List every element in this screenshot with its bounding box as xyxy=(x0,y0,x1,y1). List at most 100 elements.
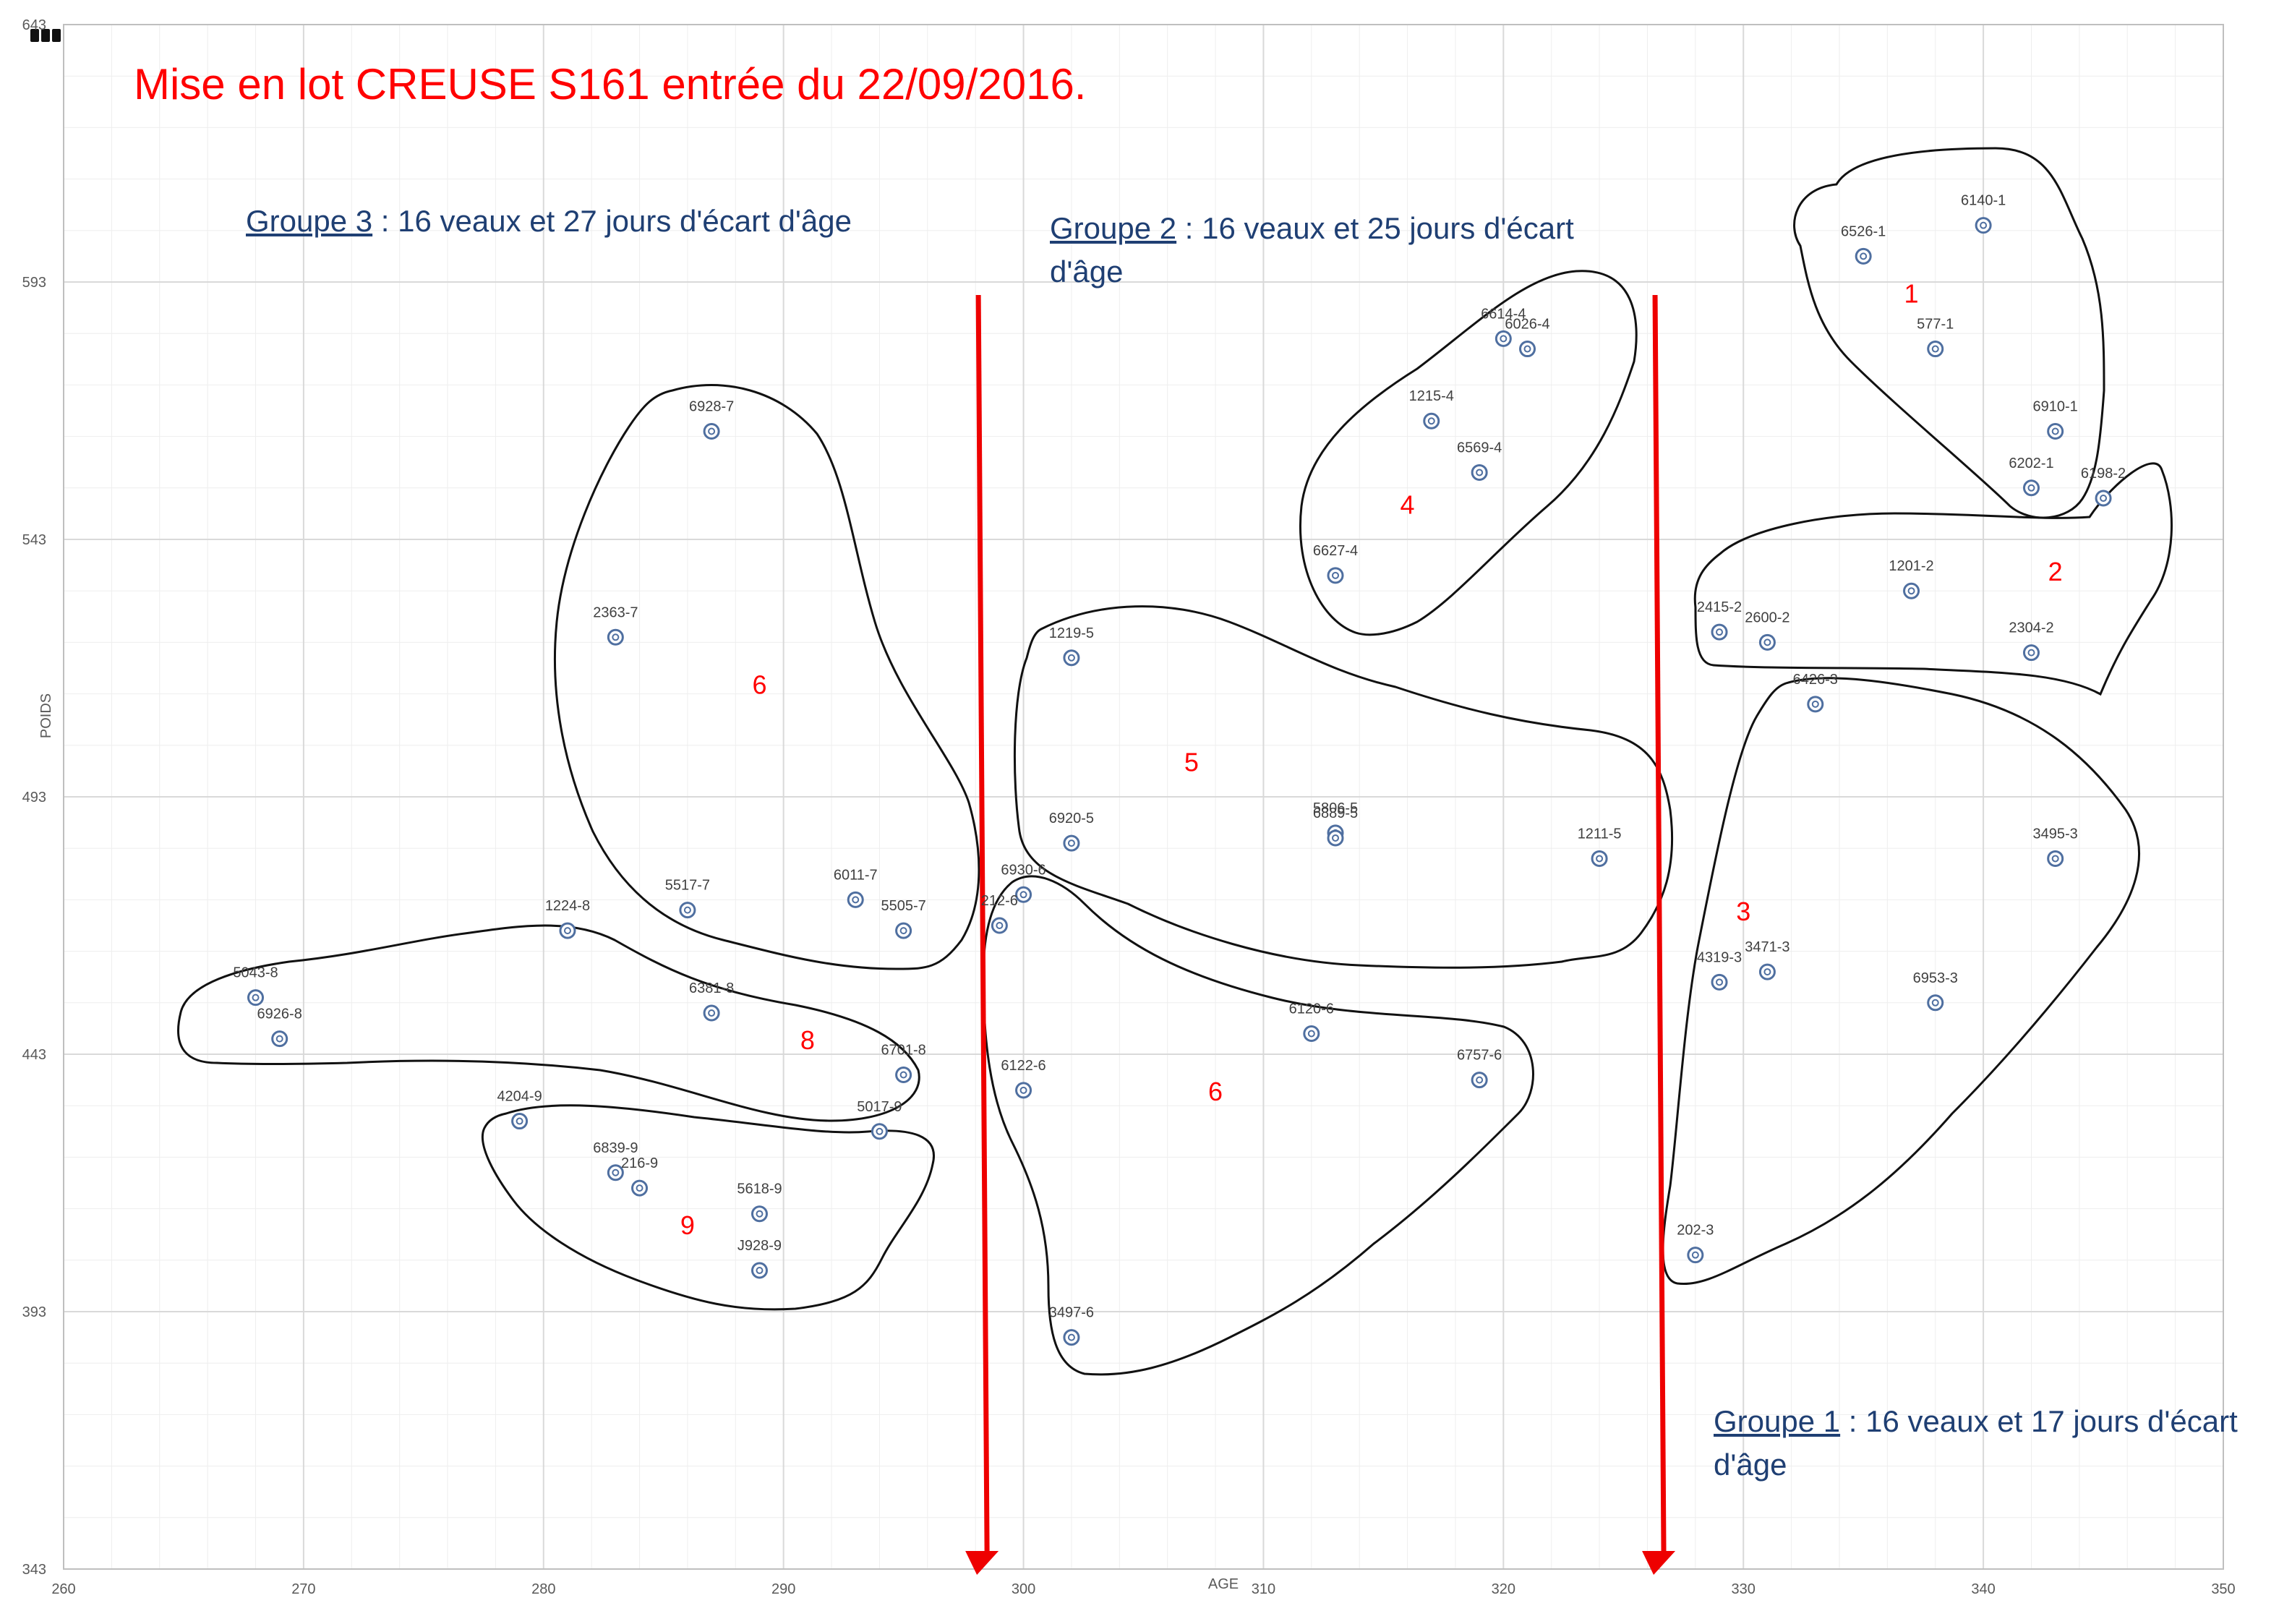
point-marker xyxy=(1591,850,1608,867)
lot-6-left-outline xyxy=(553,384,980,970)
lot-number-label: 6 xyxy=(1208,1077,1223,1106)
point-marker-inner xyxy=(1332,834,1340,842)
data-point: 6920-5 xyxy=(1049,811,1094,852)
data-point: 3471-3 xyxy=(1745,939,1790,980)
point-marker xyxy=(2022,479,2040,497)
point-marker xyxy=(895,922,912,939)
data-point: 1201-2 xyxy=(1889,558,1934,599)
point-marker-inner xyxy=(2100,495,2108,503)
point-marker-inner xyxy=(1500,335,1508,343)
point-marker-inner xyxy=(1931,345,1939,353)
grid xyxy=(63,24,2224,1570)
point-marker xyxy=(703,422,720,440)
point-label: 1201-2 xyxy=(1889,558,1933,574)
data-point: 6930-6 xyxy=(1001,862,1046,903)
group-3-text: 16 veaux et 27 jours d'écart d'âge xyxy=(398,204,852,238)
group-3-name: Groupe 3 xyxy=(246,204,373,238)
point-label: 6140-1 xyxy=(1961,193,2006,209)
point-label: 5043-8 xyxy=(233,965,278,981)
point-marker-inner xyxy=(1523,345,1531,353)
point-label: 3471-3 xyxy=(1745,939,1789,955)
point-marker-inner xyxy=(612,633,620,641)
point-marker xyxy=(1975,217,1992,234)
point-marker xyxy=(1423,412,1440,429)
point-marker-inner xyxy=(756,1210,764,1218)
x-tick-label: 320 xyxy=(1492,1581,1515,1597)
point-label: 202-3 xyxy=(1677,1223,1714,1239)
plot-area-border xyxy=(63,24,2224,1570)
arrow-head-icon xyxy=(965,1551,999,1575)
point-label: 6701-8 xyxy=(881,1042,925,1058)
lot-3-outline xyxy=(1662,677,2141,1286)
data-point: J928-9 xyxy=(737,1238,782,1279)
data-point: 6122-6 xyxy=(1001,1058,1046,1099)
point-marker-inner xyxy=(636,1184,643,1192)
point-label: 6526-1 xyxy=(1841,223,1886,239)
group-1-name: Groupe 1 xyxy=(1714,1404,1841,1438)
data-point: 6614-4 xyxy=(1481,306,1526,347)
point-label: 6926-8 xyxy=(257,1007,302,1022)
point-marker xyxy=(1711,973,1728,991)
data-points: 6140-1 6526-1 577-1 6910-1 6202-1 6198-2 1201-… xyxy=(233,193,2126,1346)
point-marker-inner xyxy=(899,1071,907,1079)
point-marker xyxy=(991,917,1008,934)
point-marker xyxy=(607,628,624,646)
x-tick-label: 260 xyxy=(51,1581,75,1597)
x-tick-label: 290 xyxy=(771,1581,795,1597)
x-tick-label: 350 xyxy=(2211,1581,2235,1597)
group-1-caption: Groupe 1 : 16 veaux et 17 jours d'écart … xyxy=(1714,1404,2238,1482)
x-tick-label: 300 xyxy=(1012,1581,1035,1597)
lot-number-label: 1 xyxy=(1904,278,1919,308)
data-point: 4319-3 xyxy=(1697,949,1742,991)
point-label: 6839-9 xyxy=(593,1140,638,1156)
point-marker xyxy=(1494,330,1512,347)
chart-title: Mise en lot CREUSE S161 entrée du 22/09/… xyxy=(134,60,1087,108)
point-marker-inner xyxy=(683,906,691,914)
point-marker xyxy=(2047,422,2064,440)
point-marker-inner xyxy=(1332,571,1340,579)
data-point: 5517-7 xyxy=(665,878,710,919)
point-label: 4204-9 xyxy=(497,1089,542,1105)
point-marker-inner xyxy=(852,896,860,904)
point-label: 212-6 xyxy=(981,893,1018,909)
point-marker-inner xyxy=(1476,469,1484,476)
point-marker xyxy=(1807,696,1824,713)
data-point: 2363-7 xyxy=(593,604,638,646)
group-2-name: Groupe 2 xyxy=(1050,211,1177,245)
point-label: 6202-1 xyxy=(2009,456,2053,471)
data-point: 6198-2 xyxy=(2081,466,2126,507)
point-marker xyxy=(679,902,696,919)
data-point: 6526-1 xyxy=(1841,223,1886,265)
lot-5-outline xyxy=(1013,605,1674,969)
point-label: 6122-6 xyxy=(1001,1058,1045,1074)
point-marker xyxy=(751,1205,768,1223)
point-marker-inner xyxy=(1596,855,1604,863)
point-label: 2363-7 xyxy=(593,604,638,620)
point-marker-inner xyxy=(1860,252,1868,260)
point-marker xyxy=(2047,850,2064,867)
data-point: 3495-3 xyxy=(2033,826,2078,867)
point-label: 2304-2 xyxy=(2009,620,2053,636)
point-marker xyxy=(847,891,864,908)
point-label: 5017-9 xyxy=(857,1099,902,1115)
point-label: 6198-2 xyxy=(2081,466,2126,482)
point-label: 5505-7 xyxy=(881,898,925,914)
data-point: 6953-3 xyxy=(1913,970,1958,1012)
x-axis-label: AGE xyxy=(1208,1576,1239,1592)
point-marker xyxy=(703,1004,720,1022)
point-label: 577-1 xyxy=(1917,317,1954,333)
lot-number-label: 6 xyxy=(752,670,766,700)
point-label: 1224-8 xyxy=(545,898,590,914)
point-label: J928-9 xyxy=(737,1238,782,1254)
data-point: 1224-8 xyxy=(545,898,590,939)
point-marker xyxy=(1015,1082,1032,1099)
window-controls-icon xyxy=(30,29,64,43)
point-marker-inner xyxy=(252,993,260,1001)
point-label: 6381-8 xyxy=(689,980,734,996)
data-point: 2415-2 xyxy=(1697,599,1742,641)
point-marker-inner xyxy=(1691,1251,1699,1259)
data-point: 6839-9 xyxy=(593,1140,638,1181)
lot-4-outline xyxy=(1299,270,1638,636)
point-label: 6026-4 xyxy=(1505,317,1549,333)
